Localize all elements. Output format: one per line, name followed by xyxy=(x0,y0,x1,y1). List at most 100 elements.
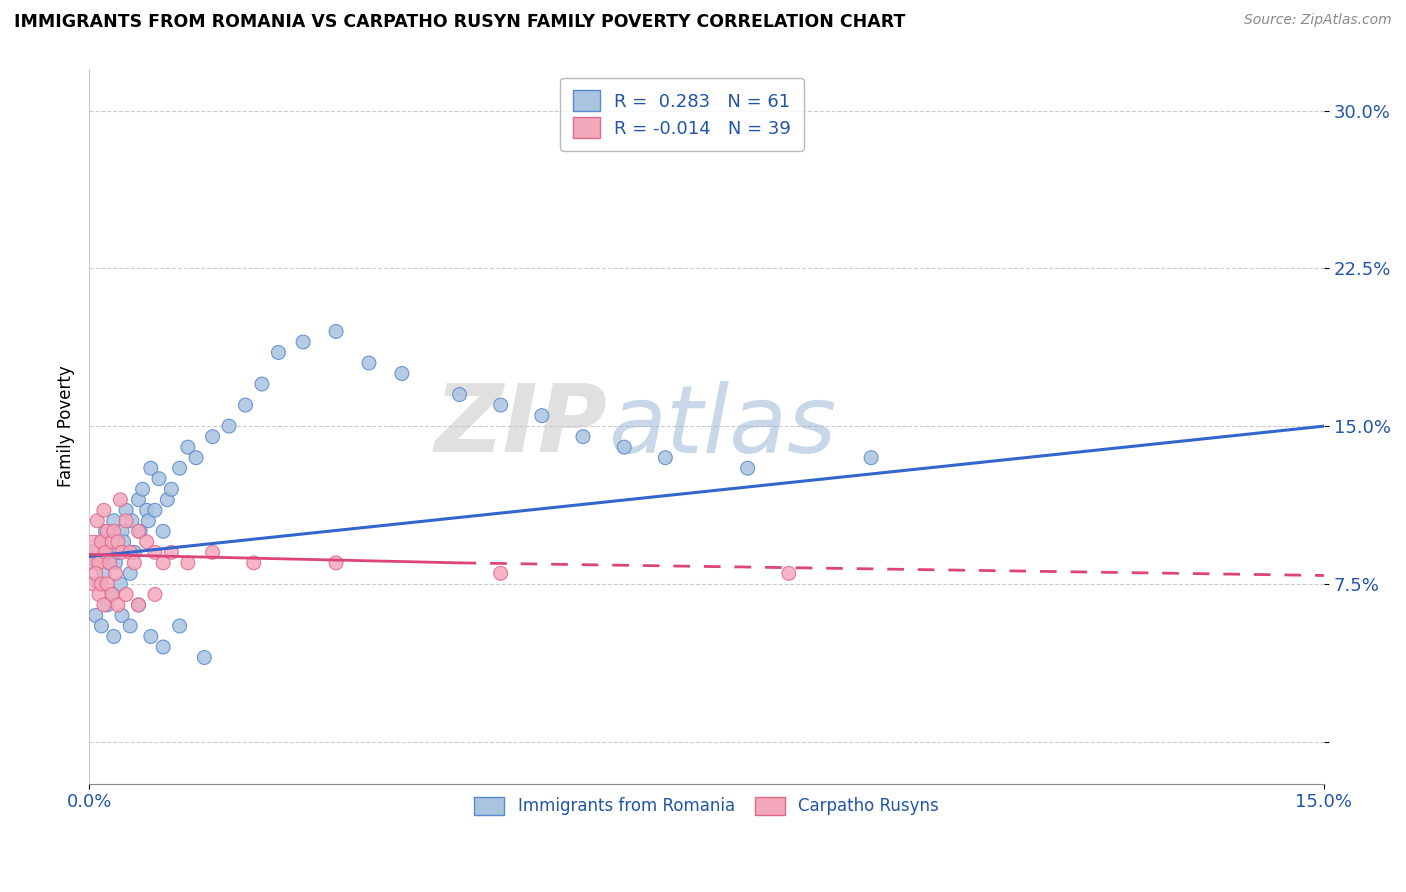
Point xyxy=(530,409,553,423)
Point xyxy=(143,503,166,517)
Point xyxy=(104,566,127,581)
Point xyxy=(82,577,104,591)
Point xyxy=(110,492,132,507)
Point xyxy=(93,566,115,581)
Point xyxy=(87,587,110,601)
Point xyxy=(86,556,108,570)
Point xyxy=(267,345,290,359)
Point xyxy=(391,367,413,381)
Point xyxy=(135,503,157,517)
Point xyxy=(111,608,134,623)
Point xyxy=(124,556,146,570)
Point xyxy=(489,398,512,412)
Point xyxy=(87,577,110,591)
Point xyxy=(201,430,224,444)
Point xyxy=(143,545,166,559)
Point xyxy=(148,472,170,486)
Point xyxy=(103,630,125,644)
Point xyxy=(120,619,142,633)
Point xyxy=(169,619,191,633)
Point xyxy=(292,334,315,349)
Point xyxy=(103,524,125,539)
Point xyxy=(84,566,107,581)
Point xyxy=(86,514,108,528)
Point xyxy=(93,598,115,612)
Y-axis label: Family Poverty: Family Poverty xyxy=(58,365,75,487)
Point xyxy=(177,556,200,570)
Point xyxy=(193,650,215,665)
Point xyxy=(90,534,112,549)
Point xyxy=(250,377,273,392)
Point xyxy=(82,545,104,559)
Point xyxy=(124,545,146,559)
Point xyxy=(96,545,118,559)
Point xyxy=(96,524,118,539)
Point xyxy=(98,556,121,570)
Point xyxy=(127,598,149,612)
Point xyxy=(152,640,174,654)
Point xyxy=(87,556,110,570)
Point xyxy=(115,503,138,517)
Point xyxy=(94,545,117,559)
Text: atlas: atlas xyxy=(607,381,837,472)
Point xyxy=(737,461,759,475)
Point xyxy=(218,419,240,434)
Point xyxy=(111,524,134,539)
Point xyxy=(139,630,162,644)
Point xyxy=(613,440,636,454)
Point xyxy=(778,566,800,581)
Point xyxy=(84,608,107,623)
Point xyxy=(152,556,174,570)
Point xyxy=(120,545,142,559)
Point xyxy=(93,503,115,517)
Point xyxy=(139,461,162,475)
Point xyxy=(96,598,118,612)
Point xyxy=(101,534,124,549)
Point xyxy=(110,577,132,591)
Point xyxy=(111,545,134,559)
Point xyxy=(101,587,124,601)
Point xyxy=(127,598,149,612)
Point xyxy=(96,577,118,591)
Point xyxy=(654,450,676,465)
Point xyxy=(120,566,142,581)
Point xyxy=(103,514,125,528)
Point xyxy=(101,587,124,601)
Point xyxy=(177,440,200,454)
Point xyxy=(160,482,183,496)
Point xyxy=(94,524,117,539)
Point xyxy=(90,577,112,591)
Point xyxy=(98,556,121,570)
Point xyxy=(129,524,152,539)
Point xyxy=(131,482,153,496)
Point xyxy=(152,524,174,539)
Point xyxy=(325,556,347,570)
Point xyxy=(242,556,264,570)
Point xyxy=(107,545,129,559)
Point xyxy=(115,587,138,601)
Point xyxy=(235,398,257,412)
Point xyxy=(357,356,380,370)
Point xyxy=(82,545,104,559)
Point xyxy=(121,514,143,528)
Point xyxy=(135,534,157,549)
Text: ZIP: ZIP xyxy=(434,380,607,472)
Point xyxy=(184,450,207,465)
Point xyxy=(138,514,160,528)
Legend: Immigrants from Romania, Carpatho Rusyns: Immigrants from Romania, Carpatho Rusyns xyxy=(464,787,949,825)
Point xyxy=(201,545,224,559)
Point xyxy=(90,534,112,549)
Point xyxy=(143,587,166,601)
Point xyxy=(572,430,595,444)
Point xyxy=(107,534,129,549)
Point xyxy=(90,619,112,633)
Point xyxy=(156,492,179,507)
Text: IMMIGRANTS FROM ROMANIA VS CARPATHO RUSYN FAMILY POVERTY CORRELATION CHART: IMMIGRANTS FROM ROMANIA VS CARPATHO RUSY… xyxy=(14,13,905,31)
Point xyxy=(127,524,149,539)
Point xyxy=(489,566,512,581)
Point xyxy=(127,492,149,507)
Point xyxy=(115,514,138,528)
Point xyxy=(112,534,135,549)
Point xyxy=(860,450,883,465)
Point xyxy=(449,387,471,401)
